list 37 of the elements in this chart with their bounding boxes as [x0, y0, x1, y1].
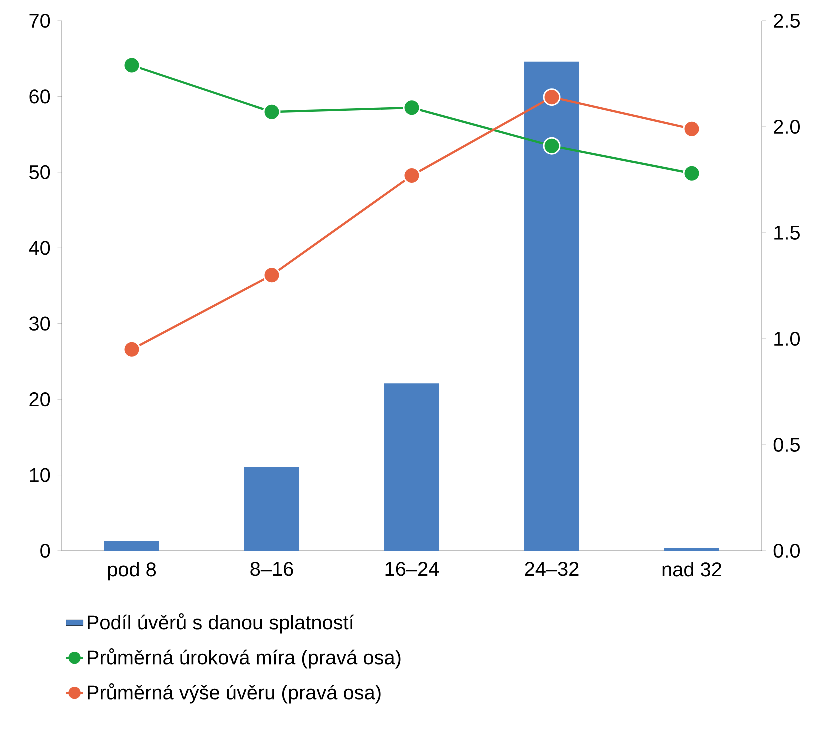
x-tick-label: 24–32: [525, 562, 579, 576]
x-tick-label: nad 32: [662, 562, 722, 577]
y2-tick-label: 0.5: [774, 438, 800, 452]
y-tick-label: 70: [30, 14, 50, 28]
y2-tick-label: 2.0: [774, 120, 800, 134]
bar: [524, 62, 580, 551]
y-tick-label: 30: [30, 316, 50, 331]
bar: [664, 548, 720, 551]
y-tick-label: 0: [40, 544, 50, 558]
y-tick-label: 10: [30, 468, 50, 482]
x-tick-label: 16–24: [386, 562, 440, 576]
point: [543, 88, 561, 106]
y2-tick-label: 1.5: [774, 226, 800, 240]
bar: [384, 384, 440, 551]
y2-tick-label: 0.0: [774, 544, 800, 558]
x-tick-label: 8–16: [250, 562, 294, 576]
point: [263, 103, 281, 121]
point: [403, 167, 421, 185]
y2-tick-label: 1.0: [774, 332, 800, 346]
point: [683, 120, 701, 138]
y-tick-label: 60: [30, 90, 50, 104]
y-tick-label: 20: [30, 392, 50, 407]
x-tick-label: pod 8: [108, 562, 156, 581]
y-tick-label: 50: [30, 165, 50, 180]
point: [263, 266, 281, 284]
legend-label: Průměrná výše úvěru (pravá osa): [88, 684, 381, 704]
bar: [244, 466, 300, 551]
point: [123, 56, 141, 74]
legend-label: Průměrná úroková míra (pravá osa): [88, 648, 401, 669]
point: [543, 137, 561, 155]
point: [683, 164, 701, 182]
point: [123, 340, 141, 358]
y2-tick-label: 2.5: [774, 14, 800, 28]
bar: [104, 541, 160, 551]
legend-label: Podíl úvěrů s danou splatností: [88, 613, 354, 634]
y-tick-label: 40: [29, 241, 50, 256]
point: [403, 99, 421, 117]
